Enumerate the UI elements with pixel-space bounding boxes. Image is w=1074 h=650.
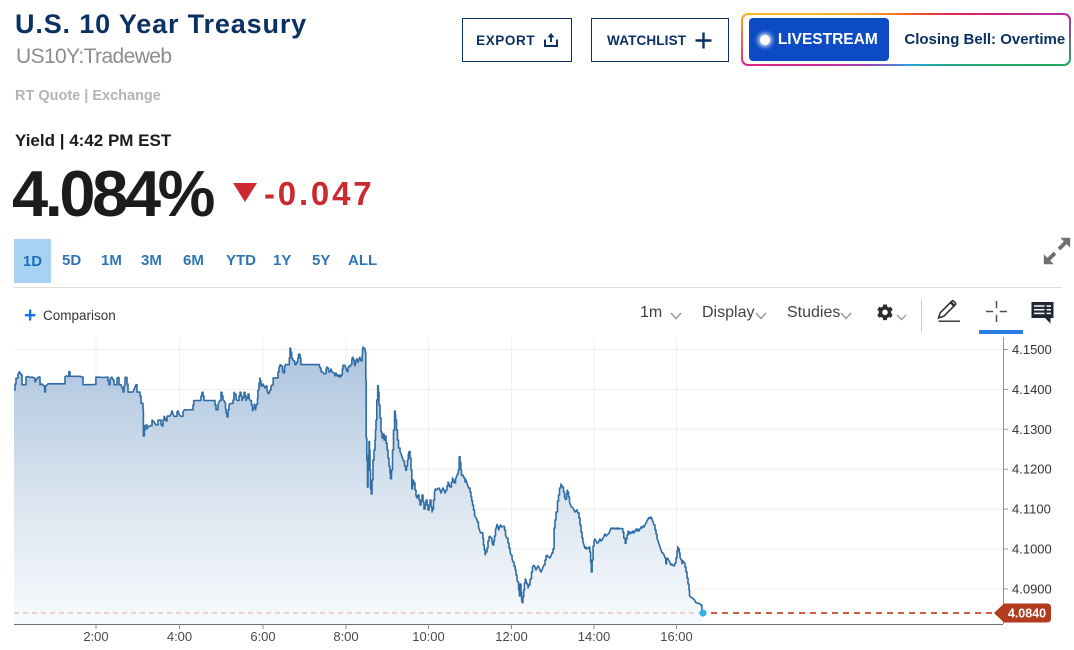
svg-text:10:00: 10:00: [412, 629, 445, 644]
svg-text:4.0840: 4.0840: [1008, 607, 1046, 621]
svg-text:2:00: 2:00: [83, 629, 108, 644]
svg-text:4:00: 4:00: [167, 629, 192, 644]
svg-text:12:00: 12:00: [495, 629, 528, 644]
svg-text:4.1400: 4.1400: [1012, 382, 1052, 397]
svg-text:4.1300: 4.1300: [1012, 422, 1052, 437]
svg-text:14:00: 14:00: [578, 629, 611, 644]
svg-text:4.1200: 4.1200: [1012, 462, 1052, 477]
svg-text:4.0900: 4.0900: [1012, 581, 1052, 596]
svg-text:4.1500: 4.1500: [1012, 342, 1052, 357]
svg-text:6:00: 6:00: [250, 629, 275, 644]
svg-text:16:00: 16:00: [660, 629, 693, 644]
svg-text:8:00: 8:00: [333, 629, 358, 644]
svg-text:4.1100: 4.1100: [1012, 502, 1051, 517]
svg-text:4.1000: 4.1000: [1012, 542, 1052, 557]
